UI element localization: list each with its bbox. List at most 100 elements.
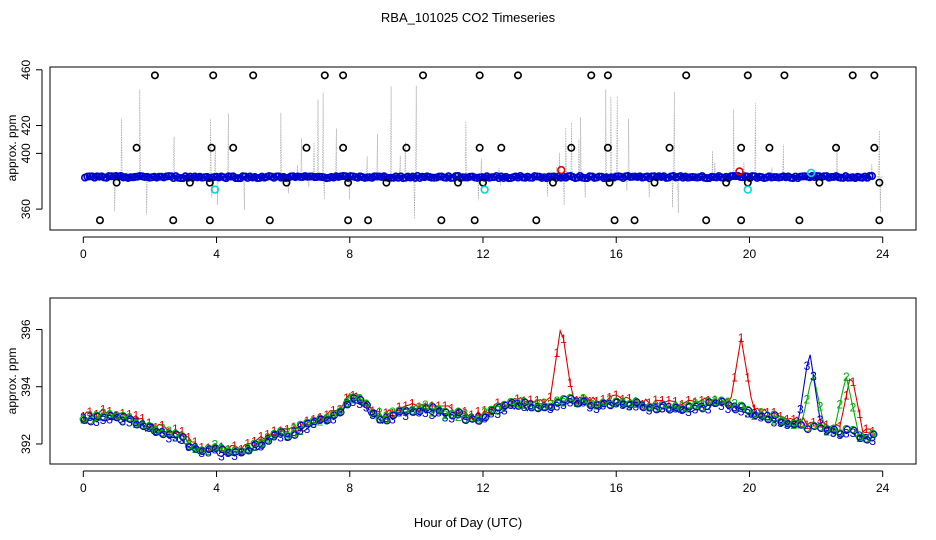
bottom-point-label-1: 1	[337, 403, 344, 417]
bottom-point-circle-2	[691, 401, 699, 410]
bottom-point-circle-3	[363, 401, 371, 409]
bottom-point-label-2: 2	[573, 396, 580, 410]
bottom-point-label-1: 1	[731, 370, 738, 384]
bottom-point-circle-3	[501, 401, 510, 410]
bottom-point-circle-2	[507, 397, 515, 406]
bottom-point-label-2: 2	[119, 413, 126, 427]
bottom-point-circle-3	[448, 412, 457, 420]
bottom-point-label-3: 3	[330, 413, 337, 427]
bottom-point-label-2: 2	[297, 424, 304, 438]
bottom-point-circle-2	[743, 405, 752, 414]
bottom-point-circle-3	[626, 401, 635, 409]
top-cyan-point	[806, 168, 816, 178]
bottom-point-label-3: 3	[836, 428, 843, 442]
bottom-point-circle-3	[330, 411, 339, 420]
bottom-point-circle-2	[336, 407, 344, 415]
bottom-point-circle-2	[671, 402, 680, 411]
top-outlier-point	[112, 178, 121, 187]
bottom-point-label-1: 1	[409, 397, 416, 411]
top-outlier-point	[603, 143, 612, 152]
top-outlier-point	[320, 71, 329, 80]
bottom-point-label-3: 3	[415, 405, 422, 419]
bottom-point-circle-3	[600, 399, 608, 408]
top-outlier-point	[587, 71, 596, 80]
bottom-point-label-2: 2	[152, 424, 159, 438]
top-outlier-point	[282, 178, 291, 187]
bottom-point-label-1: 1	[613, 388, 620, 402]
top-raw-trace	[83, 85, 883, 219]
bottom-point-circle-3	[337, 408, 345, 416]
bottom-point-label-3: 3	[501, 404, 508, 418]
bottom-point-circle-3	[633, 398, 641, 406]
bottom-point-label-3: 3	[212, 442, 219, 456]
top-outlier-point	[470, 216, 479, 225]
bottom-point-label-3: 3	[317, 413, 324, 427]
bottom-point-label-2: 2	[87, 409, 94, 423]
bottom-point-label-3: 3	[264, 433, 271, 447]
bottom-point-label-3: 3	[218, 450, 225, 464]
top-outlier-point	[605, 178, 614, 187]
top-outlier-point	[532, 216, 541, 225]
bottom-point-label-3: 3	[383, 411, 390, 425]
bottom-point-label-2: 2	[836, 397, 843, 411]
bottom-point-circle-2	[362, 400, 370, 408]
bottom-point-label-1: 1	[494, 396, 501, 410]
top-outlier-point	[603, 71, 612, 80]
bottom-point-circle-3	[277, 428, 286, 436]
bottom-point-circle-3	[291, 431, 299, 439]
top-outlier-point	[475, 71, 484, 80]
bottom-x-tick-label: 0	[80, 481, 87, 495]
top-cyan-point	[480, 185, 489, 194]
bottom-y-tick-label: 396	[19, 319, 33, 339]
bottom-point-label-2: 2	[383, 409, 390, 423]
bottom-point-label-1: 1	[231, 439, 238, 453]
bottom-point-label-2: 2	[218, 442, 225, 456]
bottom-point-label-2: 2	[271, 428, 278, 442]
bottom-point-circle-3	[666, 406, 674, 414]
bottom-point-label-1: 1	[744, 370, 751, 384]
bottom-point-circle-2	[730, 404, 739, 413]
top-outlier-point	[419, 71, 428, 80]
top-outlier-point	[875, 216, 884, 225]
bottom-point-label-3: 3	[790, 417, 797, 431]
bottom-point-label-3: 3	[718, 399, 725, 413]
bottom-point-label-3: 3	[771, 416, 778, 430]
bottom-point-label-3: 3	[869, 434, 876, 448]
bottom-point-label-3: 3	[238, 445, 245, 459]
bottom-point-label-1: 1	[212, 440, 219, 454]
bottom-point-circle-3	[389, 411, 398, 420]
top-outlier-point	[765, 143, 774, 152]
bottom-point-label-1: 1	[258, 429, 265, 443]
bottom-point-label-3: 3	[429, 408, 436, 422]
bottom-point-circle-2	[270, 429, 278, 438]
bottom-point-label-1: 1	[567, 376, 574, 390]
bottom-point-label-1: 1	[672, 394, 679, 408]
bottom-point-circle-2	[283, 432, 291, 440]
bottom-point-label-2: 2	[534, 397, 541, 411]
bottom-point-label-1: 1	[284, 422, 291, 436]
bottom-point-label-3: 3	[87, 410, 94, 424]
top-outlier-point	[169, 216, 178, 225]
bottom-point-label-3: 3	[567, 395, 574, 409]
bottom-point-circle-2	[388, 410, 397, 419]
bottom-point-circle-2	[625, 400, 634, 408]
bottom-point-circle-2	[480, 412, 489, 421]
bottom-point-label-1: 1	[343, 391, 350, 405]
bottom-point-label-3: 3	[409, 405, 416, 419]
bottom-point-label-1: 1	[192, 435, 199, 449]
bottom-point-label-3: 3	[738, 404, 745, 418]
bottom-point-label-2: 2	[369, 406, 376, 420]
x-axis-label: Hour of Day (UTC)	[414, 515, 522, 530]
bottom-point-circle-3	[652, 405, 661, 414]
bottom-point-label-2: 2	[337, 403, 344, 417]
bottom-point-circle-3	[468, 415, 477, 423]
bottom-point-circle-3	[100, 413, 108, 422]
bottom-point-label-2: 2	[672, 399, 679, 413]
bottom-point-label-3: 3	[639, 399, 646, 413]
bottom-point-label-1: 1	[554, 346, 561, 360]
bottom-point-label-2: 2	[619, 395, 626, 409]
bottom-point-label-1: 1	[725, 396, 732, 410]
bottom-point-label-3: 3	[810, 370, 817, 384]
top-outlier-point	[339, 71, 348, 80]
bottom-point-label-2: 2	[771, 414, 778, 428]
